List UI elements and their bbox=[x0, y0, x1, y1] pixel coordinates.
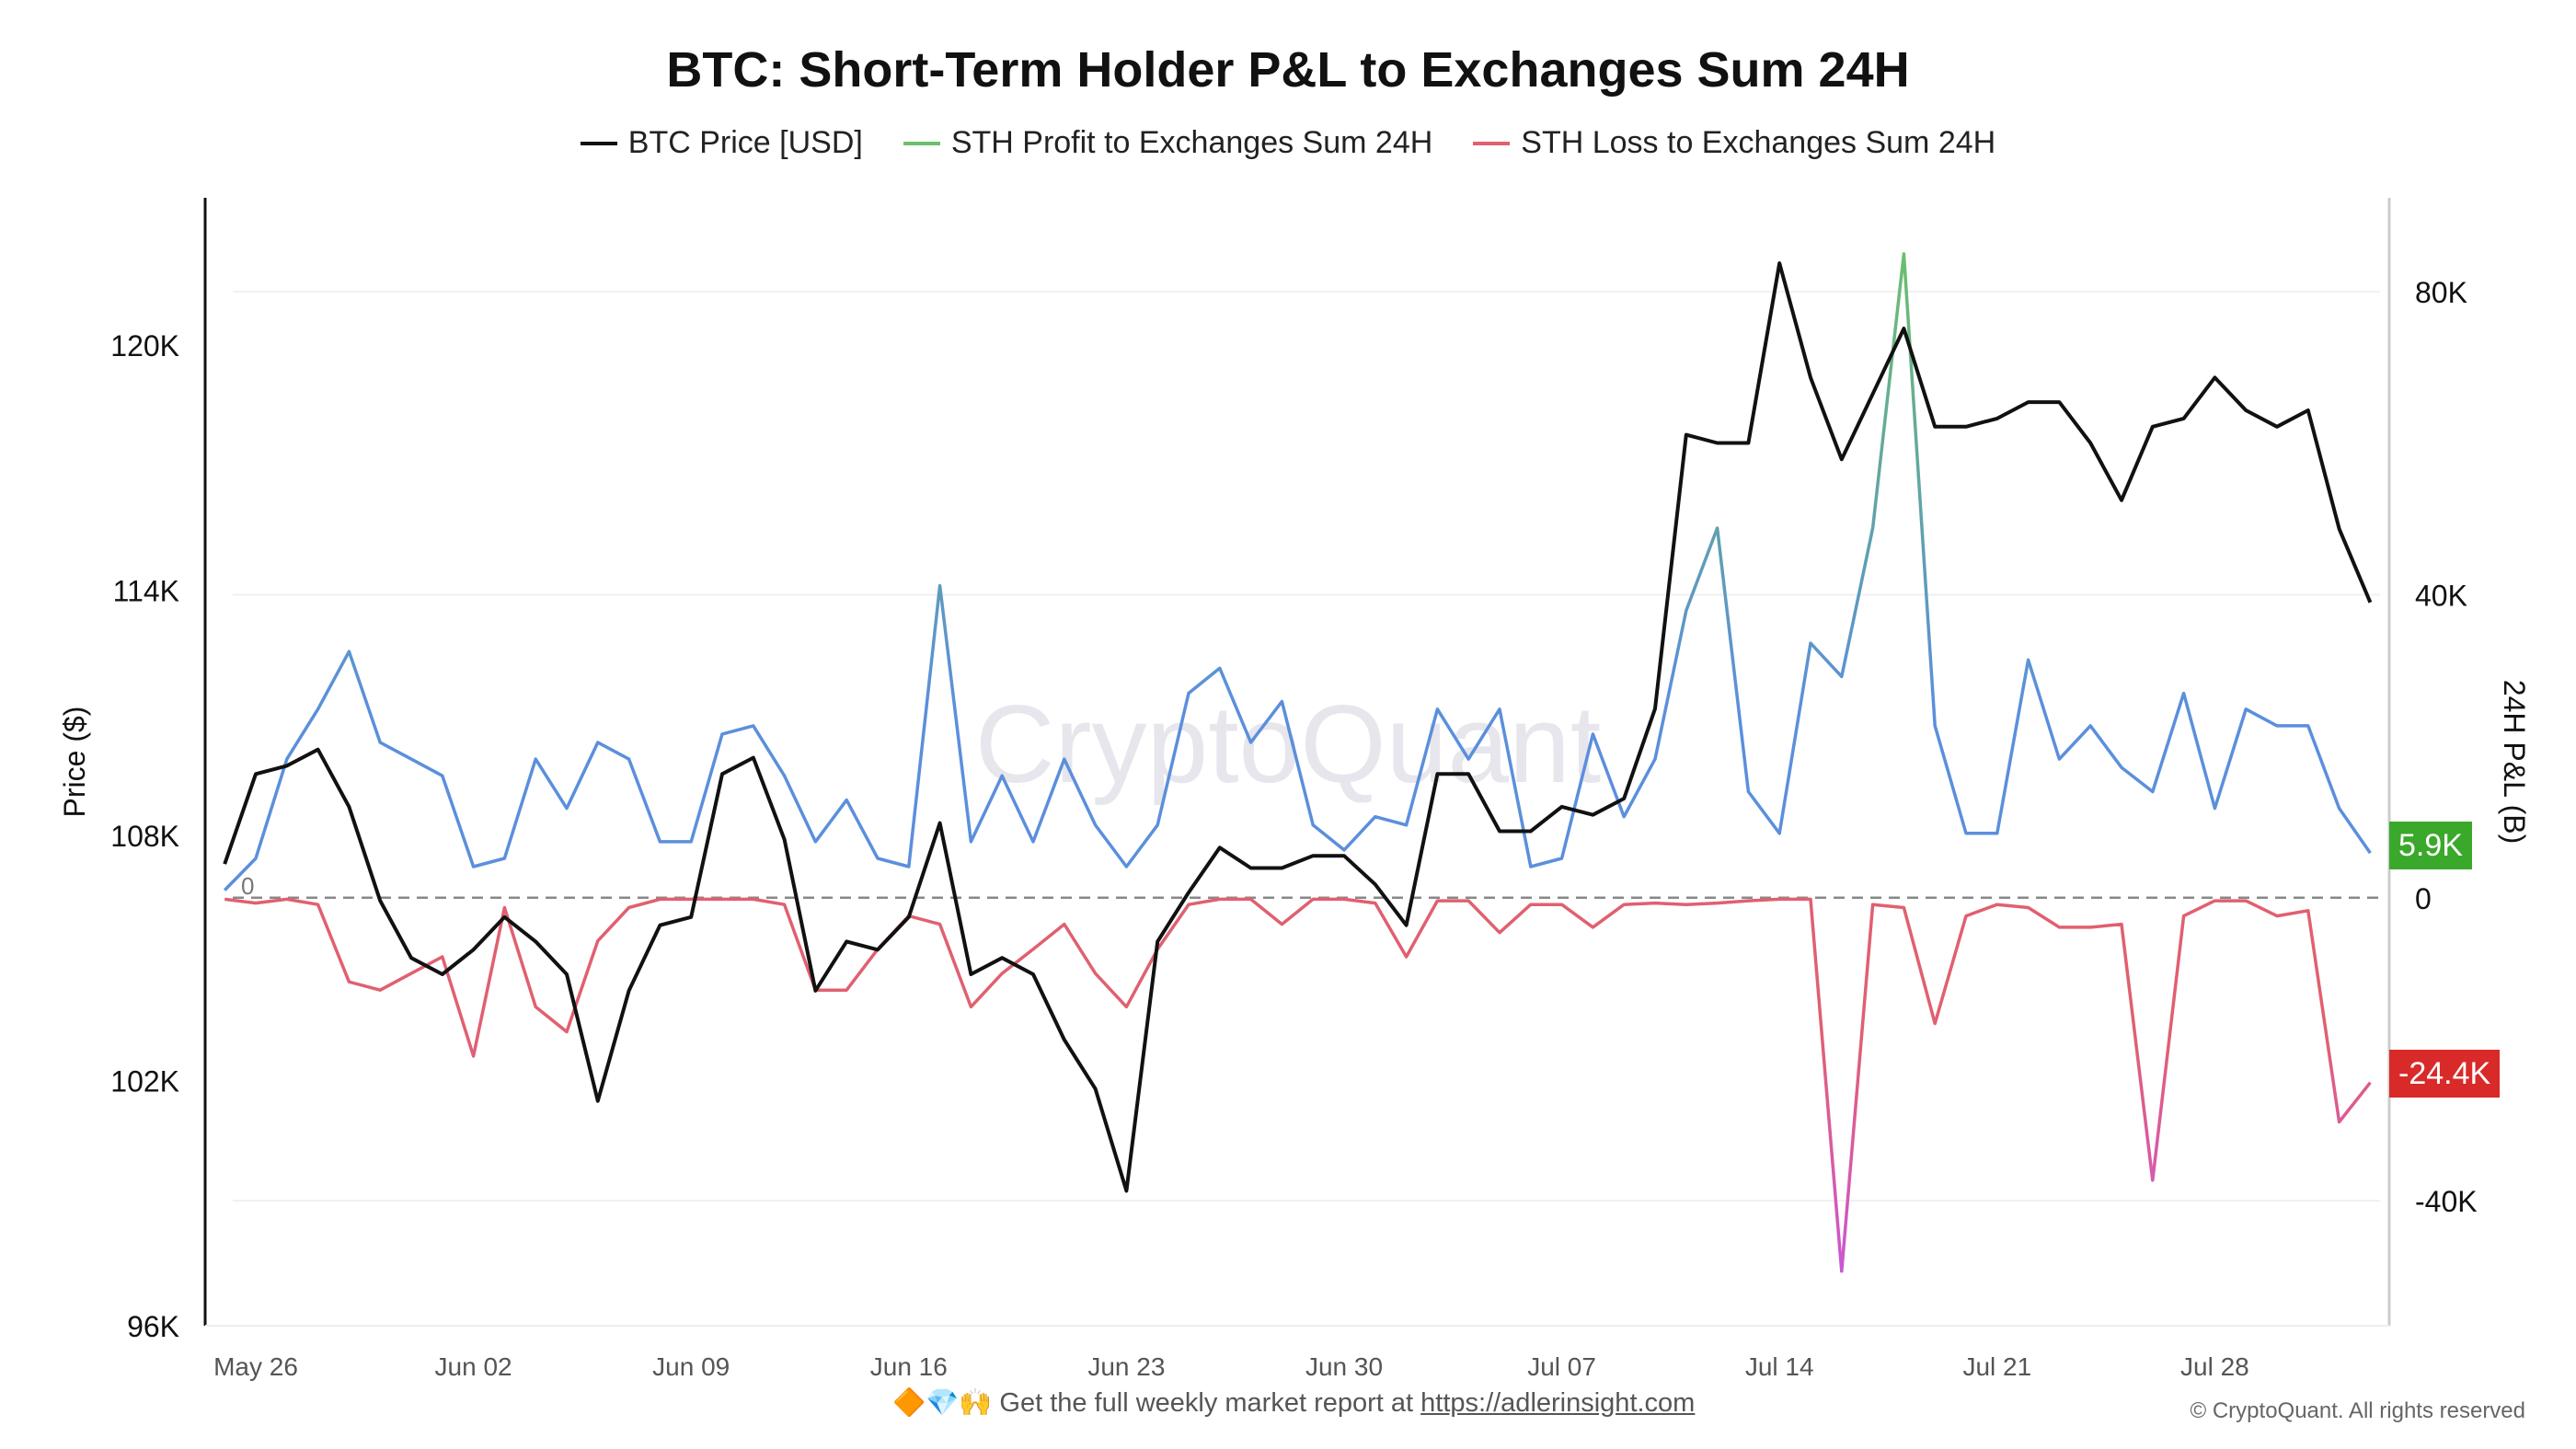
legend-item-price[interactable]: BTC Price [USD] bbox=[580, 125, 863, 161]
profit-line bbox=[223, 252, 2372, 891]
loss-last-value-badge: -24.4K bbox=[2389, 1050, 2501, 1098]
legend-swatch-price bbox=[580, 141, 617, 145]
footer-promo: 🔶💎🙌 Get the full weekly market report at… bbox=[892, 1387, 1695, 1419]
legend-item-loss[interactable]: STH Loss to Exchanges Sum 24H bbox=[1473, 125, 1995, 161]
x-tick-label: Jun 02 bbox=[435, 1352, 512, 1381]
legend-label-loss: STH Loss to Exchanges Sum 24H bbox=[1521, 125, 1996, 160]
x-tick-label: Jun 16 bbox=[870, 1352, 948, 1381]
footer-text: Get the full weekly market report at bbox=[999, 1388, 1414, 1418]
legend-item-profit[interactable]: STH Profit to Exchanges Sum 24H bbox=[903, 125, 1432, 161]
chart-title: BTC: Short-Term Holder P&L to Exchanges … bbox=[666, 42, 1910, 98]
profit-last-value-badge: 5.9K bbox=[2389, 822, 2472, 869]
emoji-icons: 🔶💎🙌 bbox=[892, 1388, 993, 1418]
y-left-tick-label: 120K bbox=[110, 329, 179, 362]
watermark: CryptoQuant bbox=[975, 683, 1601, 806]
y-left-tick-label: 114K bbox=[113, 574, 179, 607]
loss-line bbox=[224, 897, 2372, 1273]
copyright: © CryptoQuant. All rights reserved bbox=[2190, 1398, 2526, 1423]
x-tick-label: May 26 bbox=[213, 1352, 298, 1381]
y-left-tick-label: 96K bbox=[127, 1310, 179, 1343]
legend-label-profit: STH Profit to Exchanges Sum 24H bbox=[950, 125, 1433, 160]
y-right-tick-label: 40K bbox=[2415, 579, 2467, 612]
footer-link[interactable]: https://adlerinsight.com bbox=[1420, 1388, 1696, 1418]
x-tick-label: Jun 23 bbox=[1087, 1352, 1165, 1381]
y-left-tick-label: 108K bbox=[110, 820, 179, 853]
y-left-tick-label: 102K bbox=[110, 1064, 179, 1098]
y-right-tick-label: 80K bbox=[2415, 276, 2467, 309]
y-right-axis-title: 24H P&L (B) bbox=[2498, 680, 2531, 844]
x-tick-label: Jul 14 bbox=[1745, 1352, 1814, 1381]
y-left-axis-title: Price ($) bbox=[58, 707, 91, 818]
legend-label-price: BTC Price [USD] bbox=[627, 125, 863, 160]
legend-swatch-profit bbox=[903, 141, 940, 145]
x-tick-label: Jul 07 bbox=[1527, 1352, 1596, 1381]
start-marker-label: 0 bbox=[241, 872, 254, 900]
x-tick-label: Jun 30 bbox=[1305, 1352, 1383, 1381]
price-line bbox=[223, 261, 2373, 1193]
x-tick-label: Jun 09 bbox=[652, 1352, 730, 1381]
x-tick-label: Jul 21 bbox=[1962, 1352, 2031, 1381]
legend: BTC Price [USD] STH Profit to Exchanges … bbox=[0, 125, 2576, 161]
y-right-tick-label: 0 bbox=[2415, 882, 2432, 915]
legend-swatch-loss bbox=[1473, 141, 1511, 145]
y-right-tick-label: -40K bbox=[2415, 1185, 2478, 1218]
x-tick-label: Jul 28 bbox=[2180, 1352, 2249, 1381]
